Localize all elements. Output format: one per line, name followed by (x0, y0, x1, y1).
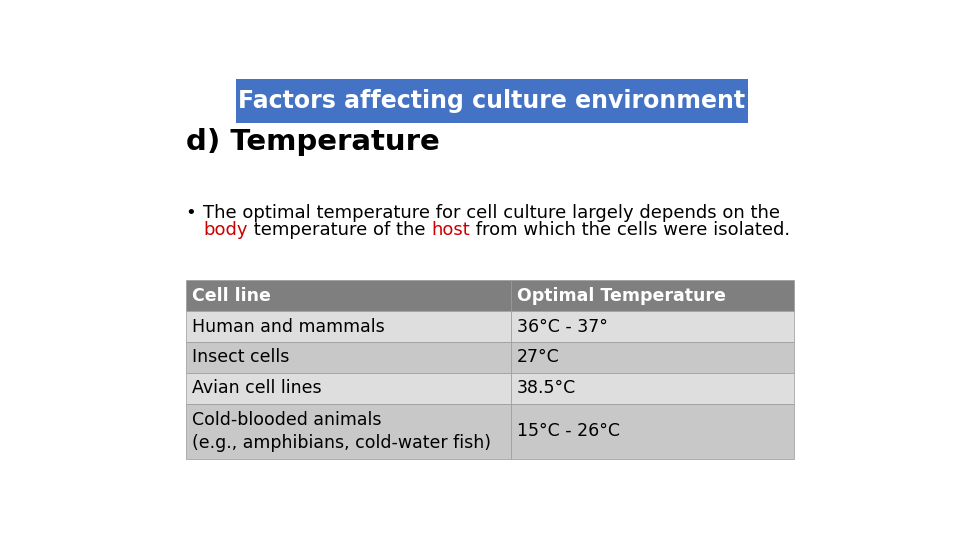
Text: from which the cells were isolated.: from which the cells were isolated. (469, 221, 790, 239)
Text: •: • (185, 204, 196, 221)
Bar (185, 342, 511, 373)
Bar (511, 373, 794, 403)
Text: temperature of the: temperature of the (248, 221, 431, 239)
Bar (511, 403, 794, 459)
Bar (511, 280, 794, 311)
Text: 36°C - 37°: 36°C - 37° (517, 318, 608, 335)
Text: body: body (204, 221, 248, 239)
Text: Human and mammals: Human and mammals (192, 318, 384, 335)
Text: 38.5°C: 38.5°C (517, 379, 576, 397)
Text: Cell line: Cell line (192, 287, 271, 305)
Text: Insect cells: Insect cells (192, 348, 289, 367)
Bar (185, 280, 511, 311)
Bar (185, 403, 511, 459)
Text: d) Temperature: d) Temperature (185, 128, 440, 156)
Bar (185, 311, 511, 342)
Text: host: host (431, 221, 469, 239)
Bar (511, 311, 794, 342)
Text: Avian cell lines: Avian cell lines (192, 379, 322, 397)
Text: Factors affecting culture environment: Factors affecting culture environment (238, 89, 746, 113)
Text: The optimal temperature for cell culture largely depends on the: The optimal temperature for cell culture… (204, 204, 780, 221)
Text: 27°C: 27°C (517, 348, 560, 367)
Bar (511, 342, 794, 373)
Text: Optimal Temperature: Optimal Temperature (517, 287, 726, 305)
Text: 15°C - 26°C: 15°C - 26°C (517, 422, 620, 440)
Bar (236, 79, 748, 123)
Bar (185, 373, 511, 403)
Text: Cold-blooded animals
(e.g., amphibians, cold-water fish): Cold-blooded animals (e.g., amphibians, … (192, 410, 491, 452)
